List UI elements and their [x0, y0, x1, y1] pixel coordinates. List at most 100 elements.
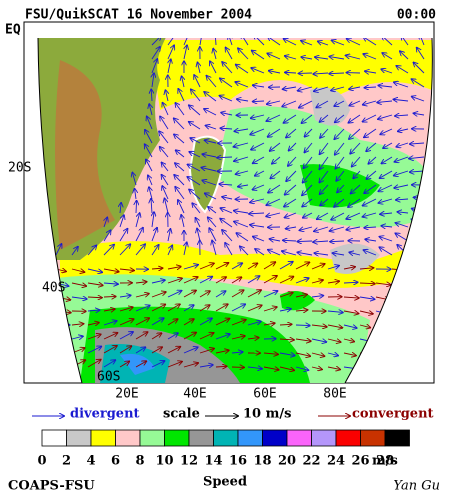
wind-arrow [231, 263, 242, 270]
wind-arrow [279, 324, 292, 325]
colorbar-swatch [384, 429, 410, 447]
wind-arrow [279, 277, 293, 284]
wind-arrow [250, 225, 265, 227]
wind-arrow [135, 306, 150, 312]
wind-arrow [151, 347, 162, 354]
wind-arrow [247, 321, 261, 326]
wind-arrow [378, 114, 393, 119]
wind-arrow [343, 325, 357, 328]
wind-arrow [401, 38, 409, 46]
wind-arrow [151, 292, 166, 298]
wind-arrow [103, 309, 115, 311]
wind-arrow [412, 79, 425, 88]
wind-arrow [103, 296, 116, 297]
wind-arrow [135, 282, 147, 283]
wind-arrow [263, 307, 277, 312]
wind-arrow [336, 170, 345, 181]
wind-arrow [241, 38, 249, 46]
wind-arrow [162, 186, 169, 200]
wind-arrow [279, 366, 294, 370]
wind-arrow [331, 212, 345, 220]
wind-arrow [270, 239, 281, 241]
colorbar-swatch [66, 429, 92, 447]
wind-arrow [199, 277, 212, 284]
wind-arrow [215, 366, 227, 367]
wind-arrow [343, 267, 355, 269]
wind-arrow [194, 75, 201, 88]
wind-arrow [231, 352, 243, 353]
colorbar-tick-label: 6 [111, 454, 120, 469]
wind-arrow [167, 319, 178, 326]
colorbar-swatch [262, 429, 288, 447]
wind-arrow [332, 40, 345, 46]
wind-arrow [199, 291, 210, 298]
wind-arrow [183, 38, 191, 46]
wind-arrow [160, 147, 169, 158]
wind-arrow [335, 142, 345, 155]
wind-arrow [135, 318, 149, 326]
wind-arrow [320, 114, 329, 122]
wind-arrow [199, 349, 214, 354]
wind-arrow [103, 346, 117, 354]
wind-arrow [398, 129, 409, 131]
wind-arrow [320, 198, 329, 206]
wind-arrow [197, 229, 200, 242]
time: 00:00 [397, 8, 436, 23]
wind-arrow [394, 185, 409, 188]
wind-arrow [327, 339, 341, 342]
wind-arrow [220, 78, 233, 88]
lon-label: 60E [253, 387, 276, 402]
wind-arrow [220, 219, 233, 228]
wind-arrow [263, 262, 275, 270]
wind-arrow [279, 309, 291, 311]
wind-arrow [151, 361, 165, 368]
wind-arrow [286, 128, 297, 138]
wind-arrow [167, 362, 182, 368]
wind-arrow [366, 170, 377, 179]
wind-arrow [268, 184, 281, 193]
wind-arrow [311, 367, 322, 369]
wind-arrow [103, 269, 119, 272]
wind-arrow [284, 114, 297, 123]
wind-arrow [343, 339, 354, 342]
wind-arrow [314, 86, 329, 91]
wind-arrow [247, 263, 257, 270]
wind-arrow [263, 353, 278, 354]
wind-arrow [359, 311, 373, 314]
wind-arrow [165, 90, 168, 102]
wind-arrow [168, 229, 170, 242]
wind-arrow [220, 128, 233, 129]
wind-arrow [394, 170, 409, 176]
wind-arrow [215, 319, 229, 326]
wind-arrow [251, 68, 265, 74]
wind-arrow [152, 212, 154, 228]
wind-arrow [189, 122, 201, 130]
wind-arrow [254, 38, 265, 46]
wind-arrow [199, 305, 210, 312]
wind-arrow [352, 156, 361, 167]
wind-arrow [295, 294, 307, 297]
wind-arrow [330, 226, 345, 231]
wind-arrow [225, 243, 233, 256]
wind-arrow [208, 217, 217, 228]
wind-arrow [222, 197, 233, 199]
wind-arrow [268, 250, 281, 256]
wind-arrow [253, 101, 265, 102]
wind-arrow [199, 38, 203, 46]
wind-arrow [272, 156, 281, 164]
wind-arrow [313, 241, 329, 242]
wind-arrow [87, 297, 102, 298]
wind-arrow [247, 276, 259, 284]
colorbar-tick-label: 24 [327, 454, 345, 469]
wind-arrow [145, 130, 153, 144]
wind-arrow [297, 241, 313, 242]
wind-arrow [334, 128, 345, 139]
wind-arrow [119, 295, 131, 297]
wind-arrow [221, 113, 233, 115]
wind-arrow [365, 239, 377, 241]
wind-arrow [302, 198, 313, 207]
wind-arrow [263, 323, 275, 325]
wind-arrow [382, 53, 393, 60]
wind-arrow [311, 296, 323, 297]
wind-arrow [151, 318, 164, 326]
